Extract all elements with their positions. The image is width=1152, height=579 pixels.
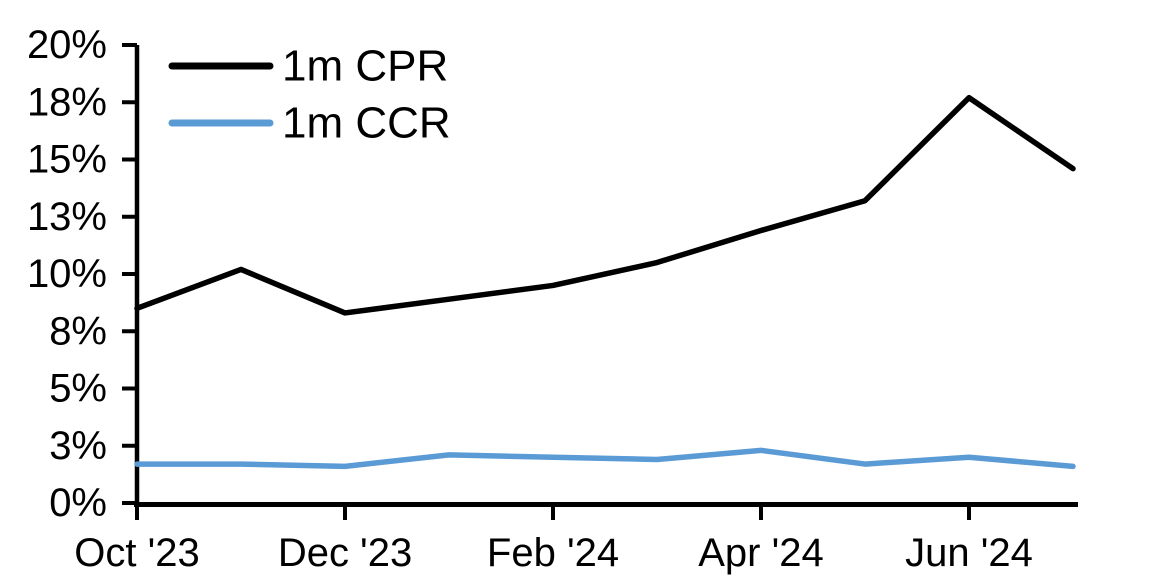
x-axis-tick-label: Apr '24	[698, 531, 824, 575]
y-axis-tick-label: 20%	[27, 23, 107, 67]
legend-label: 1m CCR	[282, 99, 451, 148]
y-axis-tick-label: 5%	[49, 367, 107, 411]
x-axis-tick-label: Feb '24	[487, 531, 619, 575]
y-axis-tick-label: 10%	[27, 252, 107, 296]
y-axis-tick-label: 3%	[49, 424, 107, 468]
y-axis-tick-label: 8%	[49, 309, 107, 353]
y-axis-tick-label: 13%	[27, 195, 107, 239]
x-axis-tick-label: Jun '24	[905, 531, 1033, 575]
y-axis-tick-label: 15%	[27, 138, 107, 182]
legend: 1m CPR 1m CCR	[168, 42, 451, 148]
series-line-1m-cpr	[134, 94, 1076, 316]
series-lines	[134, 94, 1076, 470]
series-line-1m-ccr	[134, 447, 1076, 470]
legend-label: 1m CPR	[282, 42, 448, 91]
x-axis: Oct '23 Dec '23 Feb '24 Apr '24 Jun '24	[74, 502, 1078, 575]
y-axis: 0% 3% 5% 8% 10% 13% 15% 18% 20%	[27, 23, 140, 525]
y-axis-tick-label: 18%	[27, 80, 107, 124]
x-axis-tick-label: Oct '23	[74, 531, 199, 575]
y-axis-tick-label: 0%	[49, 481, 107, 525]
x-axis-tick-label: Dec '23	[278, 531, 412, 575]
